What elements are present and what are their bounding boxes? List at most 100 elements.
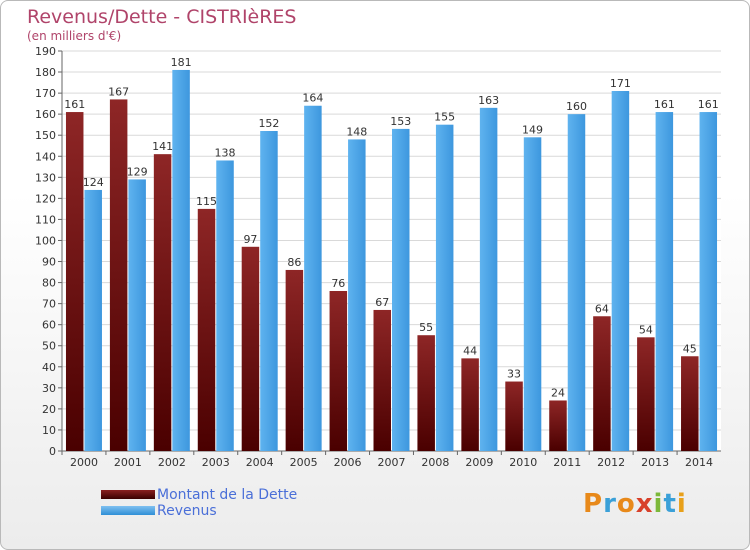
y-tick-label: 100 — [35, 234, 56, 247]
bar-debt — [197, 208, 216, 451]
data-label-debt: 161 — [64, 98, 85, 111]
bar-revenue — [699, 112, 718, 451]
y-tick-label: 60 — [42, 319, 56, 332]
x-tick-label: 2002 — [158, 456, 186, 469]
bar-debt — [461, 358, 479, 451]
x-tick-label: 2001 — [114, 456, 142, 469]
bar-debt — [65, 112, 84, 451]
data-label-revenue: 181 — [171, 56, 192, 69]
legend-swatch-debt — [101, 490, 155, 499]
y-tick-label: 10 — [42, 424, 56, 437]
data-label-debt: 97 — [243, 233, 257, 246]
bar-revenue — [611, 91, 630, 451]
bar-revenue — [655, 112, 674, 451]
data-label-debt: 167 — [108, 85, 129, 98]
bar-debt — [637, 337, 655, 451]
y-tick-label: 150 — [35, 129, 56, 142]
bar-debt — [549, 400, 567, 451]
x-tick-label: 2007 — [378, 456, 406, 469]
data-label-debt: 54 — [639, 323, 653, 336]
data-label-debt: 45 — [683, 342, 697, 355]
bar-revenue — [435, 124, 454, 452]
bar-revenue — [392, 128, 410, 451]
x-tick-label: 2006 — [334, 456, 362, 469]
bar-debt — [593, 316, 611, 451]
bar-debt — [373, 309, 391, 451]
data-label-revenue: 153 — [390, 115, 411, 128]
proxiti-logo: Proxiti — [583, 489, 687, 519]
y-tick-label: 40 — [42, 361, 56, 374]
bar-debt — [329, 291, 348, 451]
data-label-revenue: 171 — [610, 77, 631, 90]
data-label-revenue: 155 — [434, 111, 455, 124]
data-label-revenue: 161 — [698, 98, 719, 111]
data-label-debt: 64 — [595, 302, 609, 315]
data-label-revenue: 124 — [83, 176, 104, 189]
data-label-revenue: 138 — [215, 146, 236, 159]
x-tick-label: 2004 — [246, 456, 274, 469]
x-tick-label: 2013 — [641, 456, 669, 469]
legend-swatch-revenue — [101, 506, 155, 515]
bar-debt — [285, 269, 304, 451]
bar-debt — [417, 335, 435, 451]
bar-revenue — [84, 189, 102, 451]
data-label-debt: 24 — [551, 386, 565, 399]
x-tick-label: 2014 — [685, 456, 713, 469]
legend-label-debt: Montant de la Dette — [157, 487, 298, 503]
y-tick-label: 30 — [42, 382, 56, 395]
data-label-debt: 55 — [419, 321, 433, 334]
bar-debt — [241, 246, 260, 451]
plot-area — [62, 51, 721, 451]
bar-revenue — [260, 131, 278, 451]
bar-revenue — [348, 139, 366, 451]
data-label-debt: 33 — [507, 368, 521, 381]
y-tick-label: 110 — [35, 213, 56, 226]
y-tick-label: 120 — [35, 192, 56, 205]
y-tick-label: 160 — [35, 108, 56, 121]
y-tick-label: 80 — [42, 277, 56, 290]
data-label-revenue: 129 — [127, 165, 148, 178]
data-label-revenue: 152 — [258, 117, 279, 130]
data-label-revenue: 164 — [302, 92, 323, 105]
bar-revenue — [216, 160, 234, 451]
data-label-debt: 115 — [196, 195, 217, 208]
bar-revenue — [567, 114, 586, 451]
data-label-revenue: 160 — [566, 100, 587, 113]
y-tick-label: 20 — [42, 403, 56, 416]
y-tick-label: 170 — [35, 87, 56, 100]
x-tick-label: 2011 — [553, 456, 581, 469]
x-tick-label: 2003 — [202, 456, 230, 469]
data-label-debt: 67 — [375, 296, 389, 309]
data-label-debt: 76 — [331, 277, 345, 290]
bar-revenue — [523, 137, 542, 451]
x-tick-label: 2012 — [597, 456, 625, 469]
y-tick-label: 70 — [42, 298, 56, 311]
data-label-debt: 141 — [152, 140, 173, 153]
y-tick-label: 0 — [49, 445, 56, 458]
y-tick-label: 190 — [35, 45, 56, 58]
y-tick-label: 90 — [42, 256, 56, 269]
data-label-debt: 86 — [287, 256, 301, 269]
y-tick-label: 180 — [35, 66, 56, 79]
data-label-debt: 44 — [463, 344, 477, 357]
data-label-revenue: 148 — [346, 125, 367, 138]
bar-revenue — [128, 179, 146, 451]
chart-subtitle: (en milliers d'€) — [27, 29, 122, 43]
x-tick-label: 2000 — [70, 456, 98, 469]
data-label-revenue: 161 — [654, 98, 675, 111]
x-tick-label: 2008 — [421, 456, 449, 469]
bar-debt — [681, 356, 699, 451]
bar-debt — [109, 99, 128, 451]
bar-revenue — [172, 69, 190, 452]
data-label-revenue: 163 — [478, 94, 499, 107]
bar-revenue — [304, 105, 322, 451]
y-tick-label: 140 — [35, 150, 56, 163]
x-tick-label: 2010 — [509, 456, 537, 469]
x-tick-label: 2005 — [290, 456, 318, 469]
y-tick-label: 50 — [42, 340, 56, 353]
legend-label-revenue: Revenus — [157, 503, 217, 519]
bar-revenue — [479, 107, 498, 451]
bar-debt — [153, 154, 172, 451]
